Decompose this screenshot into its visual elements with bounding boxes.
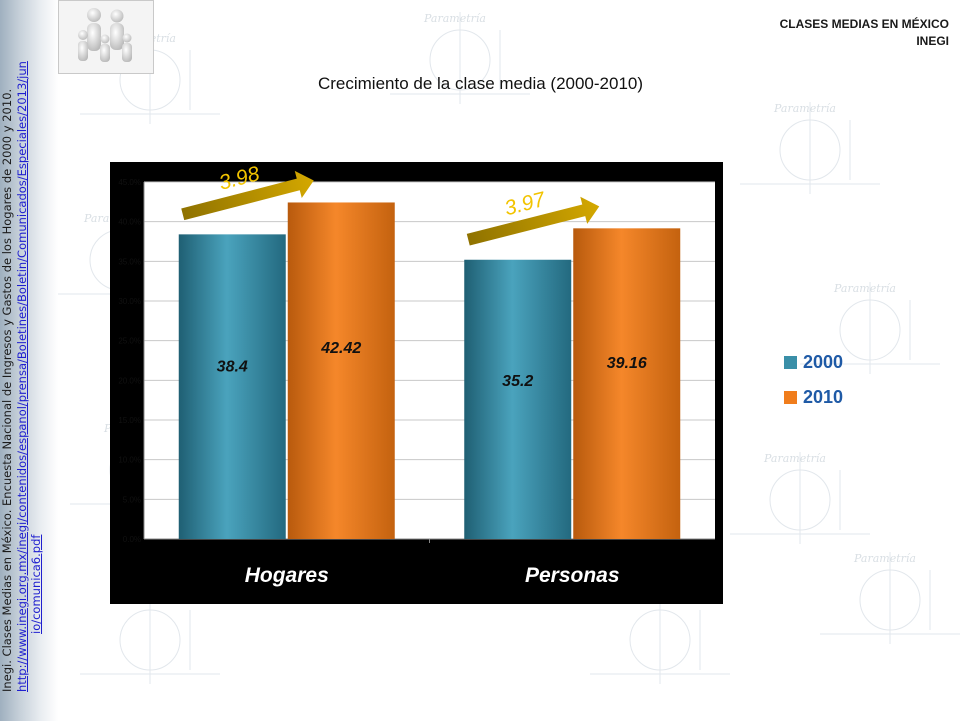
y-tick-label: 25.0% bbox=[118, 337, 141, 346]
legend-swatch-2000 bbox=[784, 356, 797, 369]
chart-title: Crecimiento de la clase media (2000-2010… bbox=[317, 74, 644, 93]
legend-label-2000: 2000 bbox=[803, 352, 844, 372]
bar-hogares-2010 bbox=[287, 202, 395, 539]
watermark-text: Parametría bbox=[763, 452, 826, 465]
y-tick-label: 45.0% bbox=[118, 178, 141, 187]
family-logo bbox=[58, 0, 154, 74]
y-tick-label: 35.0% bbox=[118, 257, 141, 266]
header-org-line2: INEGI bbox=[916, 34, 949, 48]
bar-hogares-2000 bbox=[178, 234, 286, 540]
chart-panel: 0.0% 5.0% 10.0% 15.0% 20.0% 25.0% 30.0% 35.0% 40… bbox=[110, 162, 723, 604]
growth-arrow bbox=[466, 196, 600, 246]
source-citation: Inegi. Clases Medias en México. Encuesta… bbox=[0, 2, 44, 692]
bar-value-label: 42.42 bbox=[320, 340, 361, 357]
legend-item-2010: 2010 bbox=[784, 387, 843, 408]
family-icon bbox=[78, 8, 132, 62]
y-tick-label: 15.0% bbox=[118, 416, 141, 425]
bar-personas-2010 bbox=[573, 228, 681, 539]
header-org: CLASES MEDIAS EN MÉXICO INEGI bbox=[780, 16, 949, 50]
x-category-label: Personas bbox=[525, 564, 620, 587]
source-link-continued[interactable]: io/comunica6.pdf bbox=[29, 534, 43, 634]
growth-arrow bbox=[181, 170, 314, 221]
y-tick-label: 30.0% bbox=[118, 297, 141, 306]
watermark-text: Parametría bbox=[853, 552, 916, 565]
watermark-text: Parametría bbox=[423, 12, 486, 25]
legend-swatch-2010 bbox=[784, 391, 797, 404]
left-decorative-strip bbox=[0, 0, 58, 721]
y-tick-label: 5.0% bbox=[123, 495, 141, 504]
y-tick-label: 20.0% bbox=[118, 376, 141, 385]
legend-item-2000: 2000 bbox=[784, 352, 843, 373]
bar-value-label: 35.2 bbox=[502, 373, 533, 390]
header-org-line1: CLASES MEDIAS EN MÉXICO bbox=[779, 17, 949, 31]
y-tick-label: 0.0% bbox=[123, 535, 141, 544]
bar-chart: 0.0% 5.0% 10.0% 15.0% 20.0% 25.0% 30.0% 35.0% 40… bbox=[118, 162, 715, 587]
bar-personas-2000 bbox=[464, 259, 572, 539]
y-tick-label: 40.0% bbox=[118, 218, 141, 227]
source-link[interactable]: http://www.inegi.org.mx/inegi/contenidos… bbox=[14, 61, 29, 692]
y-tick-label: 10.0% bbox=[118, 456, 141, 465]
x-category-label: Hogares bbox=[245, 564, 329, 587]
bar-value-label: 38.4 bbox=[217, 358, 248, 375]
watermark-text: Parametría bbox=[833, 282, 896, 295]
bar-value-label: 39.16 bbox=[607, 355, 647, 372]
source-text: Inegi. Clases Medias en México. Encuesta… bbox=[0, 88, 14, 692]
legend-label-2010: 2010 bbox=[803, 387, 844, 407]
watermark-text: Parametría bbox=[773, 102, 836, 115]
chart-legend: 2000 2010 bbox=[784, 352, 843, 422]
